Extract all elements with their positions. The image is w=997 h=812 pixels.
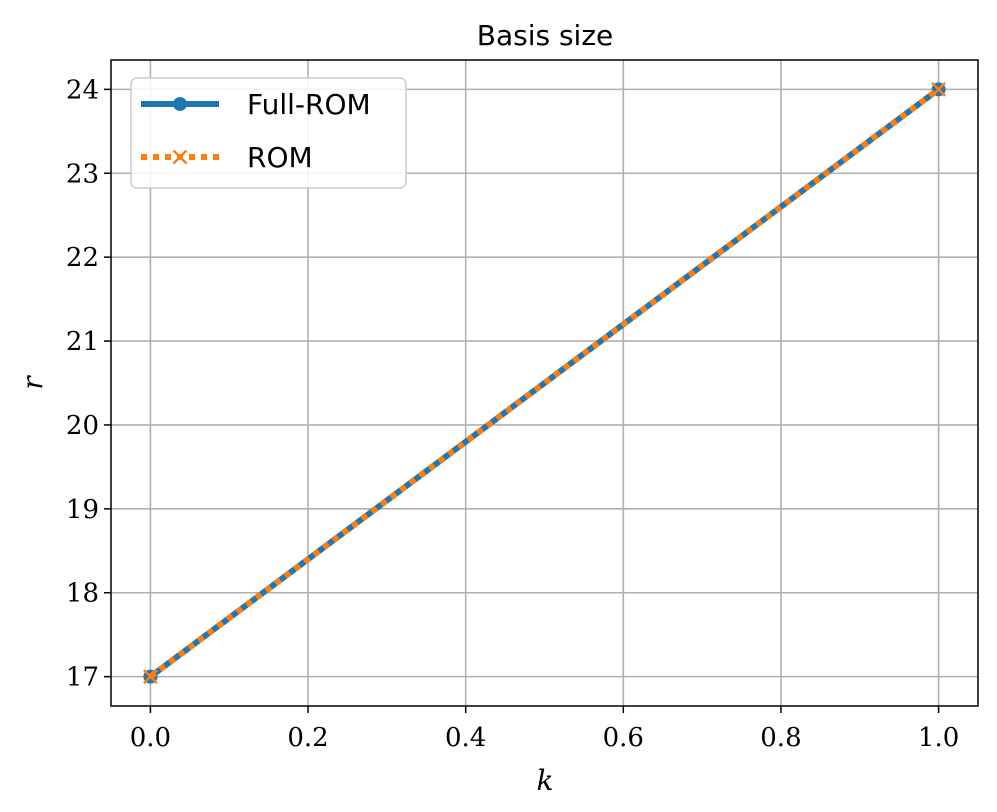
legend-label: ROM <box>247 141 313 174</box>
x-tick-label: 0.8 <box>760 723 801 753</box>
data-point <box>931 81 946 97</box>
y-axis: 17 18 19 20 21 22 23 24 <box>66 75 111 693</box>
x-tick-label: 0.2 <box>287 723 328 753</box>
chart-title: Basis size <box>477 19 614 52</box>
x-tick-label: 0.0 <box>130 723 171 753</box>
y-tick-label: 24 <box>66 75 99 105</box>
y-axis-label: r <box>16 375 49 390</box>
y-tick-label: 18 <box>66 579 99 609</box>
y-tick-label: 20 <box>66 411 99 441</box>
y-tick-label: 21 <box>66 327 99 357</box>
legend: Full-ROM ROM <box>130 77 407 189</box>
x-tick-label: 0.4 <box>445 723 486 753</box>
series-rom <box>143 81 946 685</box>
series-layer <box>143 81 946 685</box>
legend-entry: Full-ROM <box>141 88 371 121</box>
legend-entry: ROM <box>141 141 313 174</box>
y-tick-label: 23 <box>66 159 99 189</box>
series-line <box>148 86 941 680</box>
x-axis-label: k <box>537 764 554 797</box>
x-tick-label: 0.6 <box>603 723 644 753</box>
legend-marker <box>172 149 188 165</box>
y-tick-label: 19 <box>66 495 99 525</box>
x-axis: 0.0 0.2 0.4 0.6 0.8 1.0 <box>130 706 959 753</box>
y-tick-label: 22 <box>66 243 99 273</box>
legend-marker <box>173 97 187 111</box>
plot-frame <box>110 59 979 707</box>
grid <box>111 60 978 706</box>
legend-label: Full-ROM <box>247 88 371 121</box>
y-tick-label: 17 <box>66 663 99 693</box>
x-tick-label: 1.0 <box>918 723 959 753</box>
data-point <box>143 669 158 685</box>
